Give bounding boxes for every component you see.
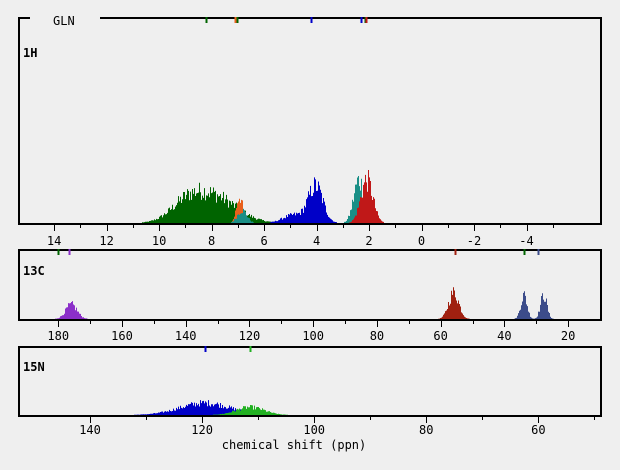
x-tick-label: 80	[370, 329, 384, 343]
spectrum-area-1h	[142, 169, 384, 223]
x-tick-label: -2	[467, 234, 481, 248]
x-tick-label: 0	[418, 234, 425, 248]
assignment-markers-15n	[204, 346, 252, 352]
panel-frame	[18, 346, 602, 417]
x-tick-label: 14	[47, 234, 61, 248]
x-tick-label: 100	[302, 329, 324, 343]
panel-label-13c: 13C	[23, 264, 45, 278]
series-blue	[134, 400, 277, 415]
assignment-markers-1h	[205, 17, 368, 23]
x-tick-label: 140	[175, 329, 197, 343]
x-tick-label: 120	[239, 329, 261, 343]
x-tick-label: 180	[47, 329, 69, 343]
x-axis-ticks-13c: 180 160 140 120 100 80 60 40 20	[47, 320, 575, 343]
x-tick-label: 6	[260, 234, 267, 248]
x-axis-ticks-1h: 14 12 10 8 6 4 2 0 -2 -4	[47, 224, 554, 248]
chart-title: GLN	[53, 14, 75, 28]
panel-1h: GLN 1H 14 12 10 8 6 4 2 0 -2 -4	[18, 11, 602, 248]
series-brick	[438, 287, 470, 319]
x-tick-label: 60	[531, 423, 545, 437]
x-axis-ticks-15n: 140 120 100 80 60	[79, 416, 595, 437]
title-backdrop	[30, 11, 100, 25]
series-purple	[55, 301, 88, 319]
x-tick-label: 12	[99, 234, 113, 248]
x-tick-label: 140	[79, 423, 101, 437]
x-tick-label: 10	[152, 234, 166, 248]
x-tick-label: 2	[365, 234, 372, 248]
x-tick-label: 100	[303, 423, 325, 437]
spectrum-area-15n	[134, 400, 288, 415]
x-tick-label: 160	[111, 329, 133, 343]
x-tick-label: 8	[208, 234, 215, 248]
x-tick-label: 120	[191, 423, 213, 437]
spectrum-area-13c	[55, 287, 554, 319]
x-tick-label: 80	[419, 423, 433, 437]
x-tick-label: 40	[497, 329, 511, 343]
x-tick-label: 60	[433, 329, 447, 343]
assignment-markers-13c	[57, 249, 540, 255]
panel-label-15n: 15N	[23, 360, 45, 374]
x-tick-label: -4	[519, 234, 533, 248]
panel-13c: 13C 180 160 140 120 100 80 60 40 20	[18, 249, 602, 343]
series-red	[349, 169, 384, 223]
x-tick-label: 4	[313, 234, 320, 248]
x-axis-label: chemical shift (ppn)	[222, 438, 367, 452]
series-green	[213, 405, 288, 415]
x-tick-label: 20	[561, 329, 575, 343]
series-blue	[270, 177, 337, 223]
panel-frame	[18, 249, 602, 321]
panel-label-1h: 1H	[23, 46, 37, 60]
series-slate	[514, 291, 554, 319]
panel-15n: 15N 140 120 100 80 60	[18, 346, 602, 437]
